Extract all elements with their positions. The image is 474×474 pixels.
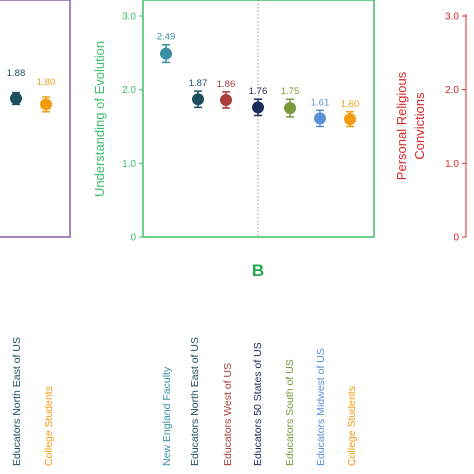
panel-b-frame — [142, 0, 375, 238]
data-point-5-marker — [284, 102, 296, 115]
right-y-tick-label-2: 2.0 — [445, 85, 459, 96]
data-point-7-marker — [344, 113, 356, 126]
y-axis-ticks: 0 1.0 2.0 3.0 — [122, 12, 143, 244]
data-value-label-1: 2.49 — [157, 32, 176, 43]
category-label-6: Educators Midwest of US — [315, 348, 327, 466]
category-label-1: New England Faculty — [161, 366, 173, 466]
category-label-4: Educators 50 States of US — [252, 342, 264, 466]
data-value-labels: 2.49 1.87 1.86 1.76 1.75 1.61 1.60 — [157, 32, 360, 110]
data-point-4 — [252, 98, 264, 117]
data-value-label-6: 1.61 — [311, 97, 330, 108]
data-point-3-marker — [220, 93, 232, 106]
y-tick-label-2: 1.0 — [122, 159, 136, 170]
data-point-5 — [284, 98, 296, 118]
panel-c-partial: Personal Religious Convictions 1.0 2.0 3.0… — [394, 12, 467, 244]
panel-a-category-label-1: Educators North East of US — [11, 337, 23, 466]
category-label-2: Educators North East of US — [189, 337, 201, 466]
data-point-1-marker — [160, 47, 172, 60]
data-value-label-4: 1.76 — [249, 86, 268, 97]
category-label-3: Educators West of US — [222, 363, 234, 466]
data-points — [160, 43, 356, 128]
y-tick-label-4: 3.0 — [122, 12, 136, 23]
right-y-axis-title-line2: Convictions — [412, 92, 427, 160]
panel-a-value-label-2: 1.80 — [37, 77, 56, 88]
right-y-tick-label-1: 1.0 — [445, 159, 459, 170]
panel-a-frame — [0, 0, 71, 238]
panel-a-point-1-marker — [10, 92, 22, 105]
data-value-label-2: 1.87 — [189, 78, 208, 89]
panel-a-value-label-1: 1.88 — [7, 68, 26, 79]
right-y-axis-ticks: 1.0 2.0 3.0 0 — [445, 12, 466, 244]
data-value-label-7: 1.60 — [341, 99, 360, 110]
panel-a-point-2-marker — [40, 98, 52, 111]
y-tick-label-3: 2.0 — [122, 85, 136, 96]
panel-a-partial: 1.88 1.80 — [0, 0, 71, 238]
panel-b: Understanding of Evolution 0 1.0 2.0 3.0 2.… — [92, 0, 375, 280]
data-point-2 — [192, 90, 204, 109]
data-value-label-3: 1.86 — [217, 79, 236, 90]
panel-a-category-label-2: College Students — [43, 386, 55, 466]
category-label-7: College Students — [346, 386, 358, 466]
panel-a-point-2 — [40, 96, 52, 113]
data-point-6 — [314, 109, 326, 128]
panel-b-category-labels: New England Faculty Educators North East … — [161, 337, 358, 466]
data-point-6-marker — [314, 112, 326, 125]
y-axis-title: Understanding of Evolution — [92, 41, 107, 197]
right-y-axis-title-line1: Personal Religious — [394, 71, 409, 180]
data-point-1 — [160, 43, 172, 64]
right-y-tick-label-0: 0 — [453, 233, 459, 244]
panel-label-b: B — [252, 261, 264, 280]
data-value-label-5: 1.75 — [281, 86, 300, 97]
right-y-tick-label-3: 3.0 — [445, 12, 459, 23]
panel-a-category-labels: Educators North East of US College Studen… — [11, 337, 55, 466]
panel-a-point-1 — [10, 91, 22, 106]
panel-a-points — [10, 91, 52, 113]
data-point-2-marker — [192, 93, 204, 106]
y-tick-label-1: 0 — [130, 233, 136, 244]
category-label-5: Educators South of US — [284, 359, 296, 466]
data-point-3 — [220, 91, 232, 109]
data-point-4-marker — [252, 101, 264, 114]
data-point-7 — [344, 111, 356, 128]
